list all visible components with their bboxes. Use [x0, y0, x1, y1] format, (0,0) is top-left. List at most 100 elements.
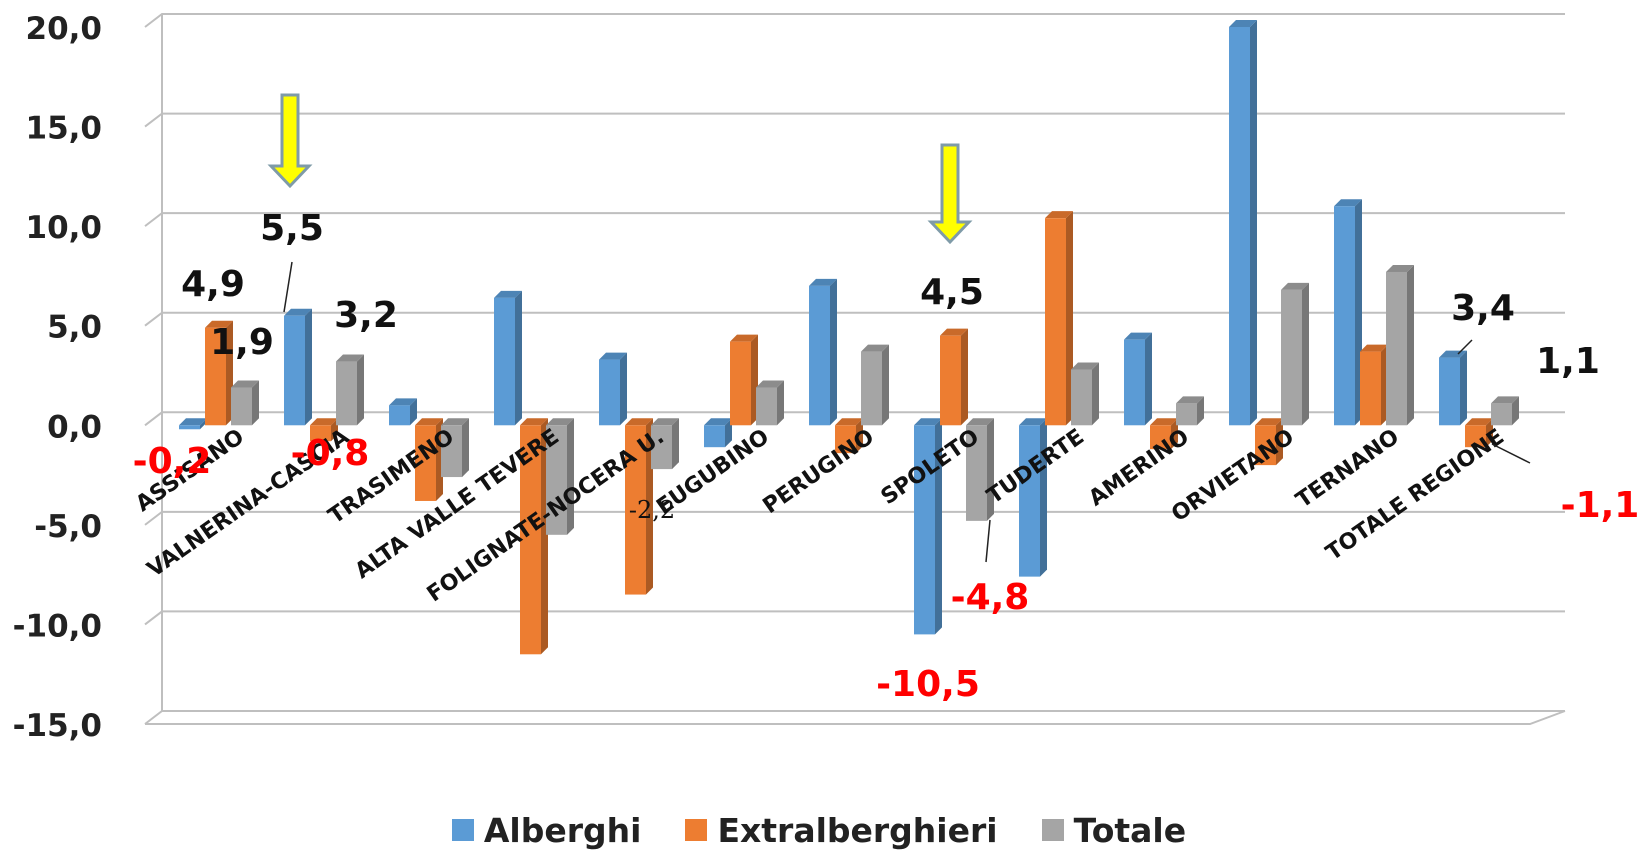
data-labels: 4,9 1,9 -0,2 5,5 3,2 -0,8 -2,2 4,5 -4,8 -10,5 3,4 1… — [133, 208, 1638, 705]
bar-front — [1150, 425, 1171, 450]
bar-top — [1019, 418, 1047, 426]
bar-side — [987, 418, 994, 521]
bar-top — [1150, 418, 1178, 426]
bar-top — [756, 380, 784, 388]
bar-top — [861, 344, 889, 352]
bar-top — [494, 290, 522, 298]
bar-top — [179, 418, 207, 426]
bar-front — [1281, 289, 1302, 426]
bar-front — [179, 425, 200, 430]
data-label-10: -10,5 — [876, 664, 980, 705]
bar-front — [1360, 351, 1381, 426]
legend-item-extralberghieri: Extralberghieri — [685, 810, 998, 850]
label-leader-line — [985, 519, 991, 563]
legend: Alberghi Extralberghieri Totale — [0, 810, 1638, 850]
bar-front — [1491, 403, 1512, 426]
bar-top — [1229, 20, 1257, 27]
grid — [144, 13, 1566, 725]
bar-front — [520, 425, 541, 655]
bar-side — [567, 418, 574, 535]
bar-top — [651, 418, 679, 426]
bar-top — [835, 418, 863, 426]
bar-front — [861, 351, 882, 426]
bar-side — [1171, 418, 1178, 450]
bar-side — [252, 380, 259, 426]
bar-front — [704, 425, 725, 448]
bar-top — [914, 418, 942, 426]
bar-front — [1386, 271, 1407, 426]
bar-front — [1124, 339, 1145, 426]
bar-side — [515, 290, 522, 426]
data-label-4: 5,5 — [260, 208, 324, 249]
bar-alberghi-totale-regione — [1439, 350, 1467, 426]
bar-alberghi-trasimeno — [389, 398, 417, 426]
data-label-2: 1,9 — [210, 322, 274, 363]
bar-front — [651, 425, 672, 470]
bar-side — [305, 308, 312, 426]
bar-front — [914, 425, 935, 635]
bar-alberghi-eugubino — [704, 418, 732, 448]
bar-top — [1491, 396, 1519, 404]
legend-label-extralberghieri: Extralberghieri — [717, 810, 998, 850]
bar-top — [1465, 418, 1493, 426]
annotations — [267, 93, 1531, 563]
chart: 20,015,010,05,00,0-5,0-10,0-15,0 ASSISAN… — [13, 11, 1638, 744]
bar-alberghi-orvietano — [1229, 20, 1257, 426]
bar-totale-orvietano — [1281, 282, 1309, 426]
label-leader-line — [1491, 443, 1531, 464]
data-label-13: -1,1 — [1561, 485, 1638, 526]
legend-label-totale: Totale — [1073, 810, 1187, 850]
bar-alberghi-tuderte — [1019, 418, 1047, 577]
data-label-9: -4,8 — [951, 577, 1030, 618]
bar-alberghi-ternano — [1334, 199, 1362, 426]
bars — [179, 20, 1519, 655]
bar-alberghi-assisano — [179, 418, 207, 430]
bar-front — [1334, 206, 1355, 426]
bar-top — [205, 320, 233, 328]
bar-side — [725, 418, 732, 448]
legend-swatch-alberghi — [451, 819, 474, 841]
y-axis-ticks: 20,0 15,0 10,0 5,0 0,0 -5,0 -10,0 -15,0 — [13, 11, 102, 744]
bar-totale-spoleto — [966, 418, 994, 521]
bar-front — [809, 285, 830, 426]
bar-front — [1465, 425, 1486, 448]
bar-side — [1040, 418, 1047, 577]
bar-front — [835, 425, 856, 454]
bar-top — [1176, 396, 1204, 404]
bar-side — [462, 418, 469, 478]
bar-extralberghieri-tuderte — [1045, 211, 1073, 426]
bar-totale-amerino — [1176, 396, 1204, 426]
bar-front — [310, 425, 331, 442]
bar-side — [410, 398, 417, 426]
y-tick-label: -5,0 — [34, 509, 102, 545]
bar-front — [494, 297, 515, 426]
bar-front — [1176, 403, 1197, 426]
gridline — [144, 510, 1565, 526]
gridline — [144, 710, 1565, 725]
bar-alberghi-folignate-nocera-u — [599, 352, 627, 426]
bar-extralberghieri-ternano — [1360, 344, 1388, 426]
y-tick-label: 20,0 — [26, 11, 103, 47]
bar-totale-perugino — [861, 344, 889, 426]
y-tick-label: 10,0 — [26, 210, 103, 246]
bar-top — [520, 418, 548, 426]
bar-totale-ternano — [1386, 264, 1414, 426]
bar-side — [777, 380, 784, 426]
gridline — [144, 311, 1565, 327]
y-tick-label: 15,0 — [26, 111, 103, 147]
bar-top — [1124, 332, 1152, 340]
bar-top — [284, 308, 312, 316]
legend-item-alberghi: Alberghi — [451, 811, 641, 850]
bar-front — [1045, 218, 1066, 426]
bar-top — [940, 328, 968, 336]
bar-extralberghieri-trasimeno — [415, 418, 443, 501]
data-label-11: 3,4 — [1451, 288, 1515, 329]
bar-alberghi-valnerina-cascia — [284, 308, 312, 426]
bar-side — [672, 418, 679, 470]
data-label-6: -0,8 — [291, 433, 370, 474]
bar-top — [809, 278, 837, 286]
y-tick-label: 0,0 — [47, 409, 102, 445]
legend-item-totale: Totale — [1041, 810, 1187, 850]
bar-front — [389, 405, 410, 426]
bar-top — [1255, 418, 1283, 426]
